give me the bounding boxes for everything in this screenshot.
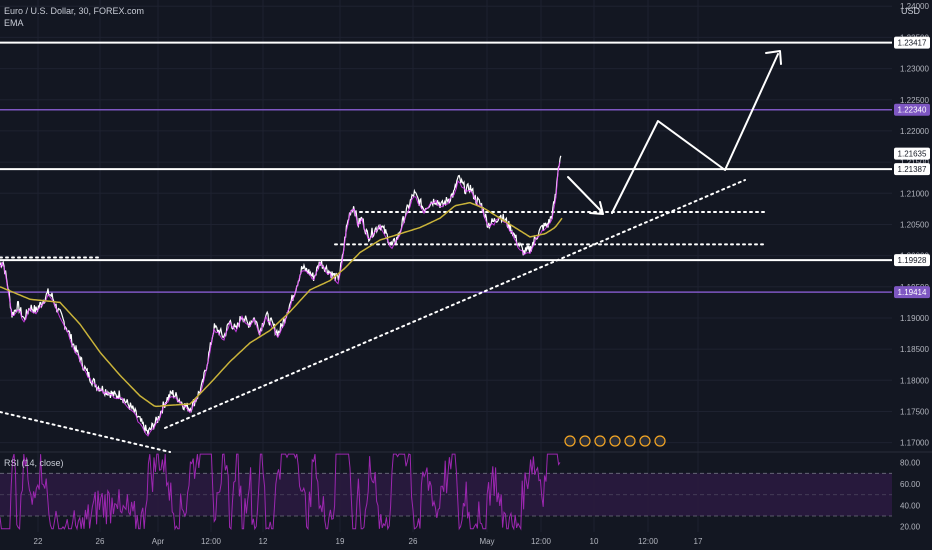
price-level-tag bbox=[894, 103, 930, 116]
price-tick-label: 1.21500 bbox=[900, 158, 929, 167]
price-tick-label: 1.18500 bbox=[900, 345, 929, 354]
price-level-tag bbox=[894, 254, 930, 267]
economic-event-marker bbox=[564, 435, 576, 447]
time-tick-label: 12:00 bbox=[531, 537, 552, 546]
projection-arrow-down bbox=[567, 176, 603, 213]
price-tick-label: 1.22000 bbox=[900, 127, 929, 136]
rsi-tick-label: 40.00 bbox=[900, 501, 921, 510]
price-tick-label: 1.19000 bbox=[900, 314, 929, 323]
price-level-tag bbox=[894, 286, 930, 299]
economic-event-marker bbox=[639, 435, 651, 447]
economic-event-marker bbox=[624, 435, 636, 447]
economic-event-marker bbox=[594, 435, 606, 447]
fast-ma-line bbox=[0, 161, 561, 437]
price-tick-label: 1.23000 bbox=[900, 65, 929, 74]
economic-event-marker bbox=[654, 435, 666, 447]
time-tick-label: 22 bbox=[34, 537, 43, 546]
time-tick-label: 12 bbox=[259, 537, 268, 546]
economic-event-marker bbox=[579, 435, 591, 447]
rsi-line bbox=[0, 453, 561, 531]
time-tick-label: 12:00 bbox=[201, 537, 222, 546]
ema-legend[interactable]: EMA bbox=[4, 18, 24, 28]
rsi-tick-label: 80.00 bbox=[900, 459, 921, 468]
projection-arrowhead bbox=[765, 50, 782, 65]
price-level-tag-label: 1.22340 bbox=[898, 106, 927, 115]
price-tick-label: 1.21000 bbox=[900, 189, 929, 198]
time-tick-label: 10 bbox=[590, 537, 599, 546]
currency-label: USD bbox=[900, 6, 920, 16]
time-tick-label: Apr bbox=[152, 537, 165, 546]
price-level-tag-label: 1.19414 bbox=[898, 288, 927, 297]
price-tick-label: 1.17000 bbox=[900, 439, 929, 448]
symbol-legend[interactable]: Euro / U.S. Dollar, 30, FOREX.com bbox=[4, 6, 145, 16]
price-level-tag bbox=[894, 147, 930, 160]
rsi-legend[interactable]: RSI (14, close) bbox=[4, 458, 64, 468]
price-level-tag bbox=[894, 36, 930, 49]
price-line bbox=[0, 155, 562, 435]
price-tick-label: 1.20500 bbox=[900, 220, 929, 229]
dotted-trendline bbox=[0, 411, 171, 453]
price-tick-label: 1.18000 bbox=[900, 376, 929, 385]
price-tick-label: 1.17500 bbox=[900, 407, 929, 416]
economic-event-marker bbox=[609, 435, 621, 447]
rsi-tick-label: 20.00 bbox=[900, 523, 921, 532]
time-tick-label: 12:00 bbox=[638, 537, 659, 546]
time-tick-label: 26 bbox=[409, 537, 418, 546]
ema-line bbox=[0, 201, 563, 408]
price-level-tag-label: 1.21387 bbox=[898, 165, 927, 174]
time-tick-label: 17 bbox=[694, 537, 703, 546]
price-tick-label: 1.24000 bbox=[900, 2, 929, 11]
time-tick-label: 19 bbox=[336, 537, 345, 546]
price-tick-label: 1.22500 bbox=[900, 96, 929, 105]
price-level-tag-label: 1.21635 bbox=[898, 150, 927, 159]
rsi-tick-label: 60.00 bbox=[900, 480, 921, 489]
time-tick-label: May bbox=[479, 537, 494, 546]
price-level-tag-label: 1.23417 bbox=[898, 39, 927, 48]
time-tick-label: 26 bbox=[96, 537, 105, 546]
price-level-tag-label: 1.19928 bbox=[898, 256, 927, 265]
price-level-tag bbox=[894, 163, 930, 176]
projection-path bbox=[611, 53, 779, 214]
projection-arrowhead bbox=[589, 201, 604, 215]
